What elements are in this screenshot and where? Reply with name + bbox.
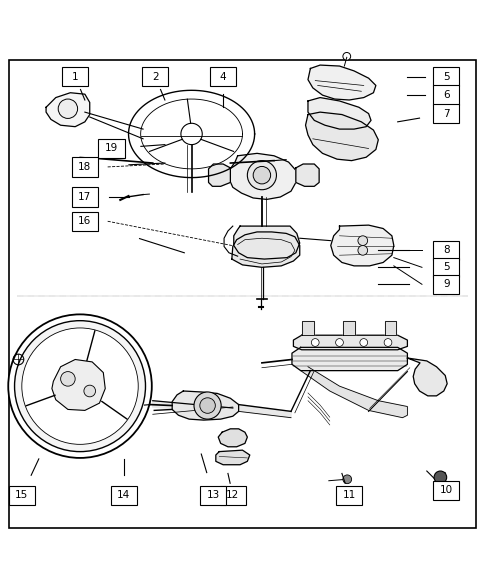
FancyBboxPatch shape [210, 67, 236, 86]
Text: 17: 17 [78, 192, 91, 202]
Text: 14: 14 [117, 490, 130, 500]
Text: 2: 2 [151, 72, 158, 82]
Text: 1: 1 [72, 72, 78, 82]
FancyBboxPatch shape [432, 481, 458, 500]
Circle shape [433, 471, 446, 484]
Polygon shape [300, 367, 407, 417]
Circle shape [58, 99, 77, 118]
Text: 7: 7 [442, 109, 449, 119]
FancyBboxPatch shape [432, 85, 458, 105]
FancyBboxPatch shape [9, 486, 35, 505]
Polygon shape [218, 429, 247, 447]
Text: 8: 8 [442, 245, 449, 255]
Circle shape [84, 385, 95, 397]
Text: 15: 15 [15, 490, 29, 500]
Polygon shape [231, 232, 299, 268]
Circle shape [194, 392, 221, 419]
Circle shape [342, 52, 350, 60]
FancyBboxPatch shape [110, 486, 136, 505]
Circle shape [60, 372, 75, 386]
Polygon shape [307, 98, 370, 129]
Text: 16: 16 [78, 216, 91, 226]
Polygon shape [233, 226, 299, 259]
Circle shape [383, 339, 391, 346]
Text: 18: 18 [78, 162, 91, 172]
Circle shape [335, 339, 343, 346]
Polygon shape [343, 320, 354, 335]
Circle shape [253, 166, 270, 184]
Polygon shape [305, 112, 378, 161]
FancyBboxPatch shape [72, 212, 98, 231]
Circle shape [311, 339, 318, 346]
Polygon shape [302, 320, 313, 335]
Polygon shape [407, 358, 446, 396]
Circle shape [15, 320, 145, 452]
Text: 5: 5 [442, 72, 449, 82]
FancyBboxPatch shape [432, 258, 458, 277]
Circle shape [199, 398, 215, 413]
Polygon shape [291, 348, 407, 370]
Text: 5: 5 [442, 262, 449, 272]
FancyBboxPatch shape [98, 139, 124, 158]
Circle shape [359, 339, 367, 346]
Circle shape [357, 246, 367, 255]
Polygon shape [228, 153, 295, 199]
FancyBboxPatch shape [432, 275, 458, 294]
Polygon shape [307, 65, 375, 100]
FancyBboxPatch shape [72, 188, 98, 207]
Text: 6: 6 [442, 90, 449, 100]
Text: 11: 11 [342, 490, 355, 500]
Polygon shape [52, 359, 105, 410]
FancyBboxPatch shape [335, 486, 362, 505]
Polygon shape [330, 225, 393, 266]
Text: 10: 10 [439, 486, 452, 496]
Text: 19: 19 [105, 143, 118, 153]
FancyBboxPatch shape [72, 157, 98, 176]
FancyBboxPatch shape [432, 67, 458, 86]
Polygon shape [172, 391, 238, 420]
FancyBboxPatch shape [142, 67, 168, 86]
Circle shape [181, 123, 202, 145]
Text: 4: 4 [219, 72, 226, 82]
Circle shape [247, 161, 276, 190]
Polygon shape [238, 405, 290, 417]
Polygon shape [215, 450, 249, 465]
Polygon shape [295, 164, 318, 186]
Polygon shape [293, 335, 407, 350]
Text: 9: 9 [442, 279, 449, 289]
Circle shape [8, 315, 151, 458]
Polygon shape [152, 400, 232, 415]
Circle shape [357, 236, 367, 246]
Polygon shape [46, 93, 90, 126]
FancyBboxPatch shape [200, 486, 226, 505]
FancyBboxPatch shape [219, 486, 245, 505]
Polygon shape [384, 320, 395, 335]
FancyBboxPatch shape [62, 67, 88, 86]
Circle shape [342, 475, 351, 484]
FancyBboxPatch shape [432, 104, 458, 123]
Text: 13: 13 [206, 490, 220, 500]
FancyBboxPatch shape [432, 240, 458, 260]
Text: 12: 12 [226, 490, 239, 500]
Polygon shape [208, 164, 230, 186]
Circle shape [22, 328, 138, 445]
